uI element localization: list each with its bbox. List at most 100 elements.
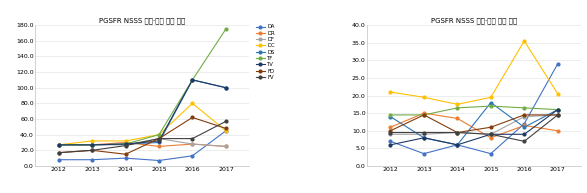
TF <box>222 28 230 30</box>
TF <box>156 134 163 136</box>
TF <box>554 108 561 111</box>
DS <box>454 144 461 146</box>
DA <box>387 140 394 142</box>
DS <box>554 108 561 111</box>
TV <box>454 144 461 146</box>
DF <box>89 144 96 146</box>
DR <box>189 143 196 145</box>
DC <box>122 140 129 142</box>
TV <box>122 143 129 145</box>
Line: TV: TV <box>389 108 559 146</box>
DR <box>487 137 494 139</box>
Line: DS: DS <box>58 79 227 146</box>
TV <box>89 144 96 146</box>
TV <box>420 137 427 139</box>
DA <box>554 63 561 65</box>
FD <box>122 153 129 155</box>
TV <box>189 79 196 81</box>
FD <box>55 152 62 154</box>
DA <box>122 157 129 159</box>
DS <box>156 141 163 144</box>
FD <box>554 114 561 116</box>
DA <box>156 159 163 162</box>
DR <box>420 112 427 114</box>
DS <box>55 144 62 146</box>
DF <box>387 133 394 135</box>
Line: TV: TV <box>58 79 227 146</box>
DR <box>222 145 230 148</box>
DS <box>387 115 394 118</box>
TF <box>487 105 494 107</box>
DR <box>55 144 62 146</box>
DR <box>156 145 163 148</box>
DS <box>89 144 96 146</box>
DA <box>521 123 528 125</box>
TF <box>420 114 427 116</box>
FV <box>387 131 394 134</box>
TV <box>387 144 394 146</box>
FD <box>387 130 394 132</box>
FV <box>156 137 163 140</box>
Legend: DA, DR, DF, DC, DS, TF, TV, FD, FV: DA, DR, DF, DC, DS, TF, TV, FD, FV <box>254 22 277 82</box>
TF <box>122 143 129 145</box>
DC <box>487 96 494 98</box>
DC <box>222 130 230 132</box>
DF <box>521 115 528 118</box>
DF <box>420 133 427 135</box>
DC <box>55 144 62 146</box>
DR <box>554 130 561 132</box>
Line: DA: DA <box>389 63 559 155</box>
DF <box>122 144 129 146</box>
TV <box>156 140 163 142</box>
DS <box>189 79 196 81</box>
Title: PGSFR NSSS 설계·검증 인력 현황: PGSFR NSSS 설계·검증 인력 현황 <box>431 17 517 24</box>
Line: TF: TF <box>58 28 227 146</box>
TV <box>554 108 561 111</box>
FD <box>156 137 163 140</box>
Line: DC: DC <box>389 40 559 106</box>
DR <box>387 126 394 128</box>
Line: DA: DA <box>58 129 227 162</box>
DC <box>521 40 528 42</box>
DC <box>189 102 196 105</box>
Line: FD: FD <box>389 113 559 134</box>
DC <box>156 134 163 136</box>
Line: TF: TF <box>389 105 559 116</box>
FD <box>189 116 196 119</box>
DF <box>487 133 494 135</box>
DC <box>387 91 394 93</box>
TV <box>222 86 230 89</box>
Line: DR: DR <box>389 112 559 139</box>
DF <box>222 145 230 148</box>
FD <box>487 126 494 128</box>
DF <box>55 144 62 146</box>
DC <box>554 93 561 95</box>
FD <box>89 149 96 152</box>
TV <box>487 133 494 135</box>
FD <box>222 127 230 130</box>
FV <box>521 140 528 142</box>
DA <box>222 130 230 132</box>
DA <box>89 159 96 161</box>
TF <box>55 144 62 146</box>
FD <box>521 114 528 116</box>
FV <box>55 152 62 154</box>
DS <box>122 143 129 145</box>
DS <box>222 86 230 89</box>
DS <box>420 137 427 139</box>
Line: DR: DR <box>58 141 227 148</box>
Line: DF: DF <box>389 113 559 136</box>
DF <box>156 137 163 140</box>
TV <box>55 144 62 146</box>
FV <box>554 114 561 116</box>
TF <box>454 107 461 109</box>
Line: DC: DC <box>58 102 227 146</box>
FV <box>487 133 494 135</box>
DA <box>454 144 461 146</box>
DA <box>189 155 196 157</box>
FD <box>420 114 427 116</box>
DF <box>189 143 196 145</box>
Line: DF: DF <box>58 137 227 148</box>
TF <box>189 79 196 81</box>
DC <box>89 140 96 142</box>
